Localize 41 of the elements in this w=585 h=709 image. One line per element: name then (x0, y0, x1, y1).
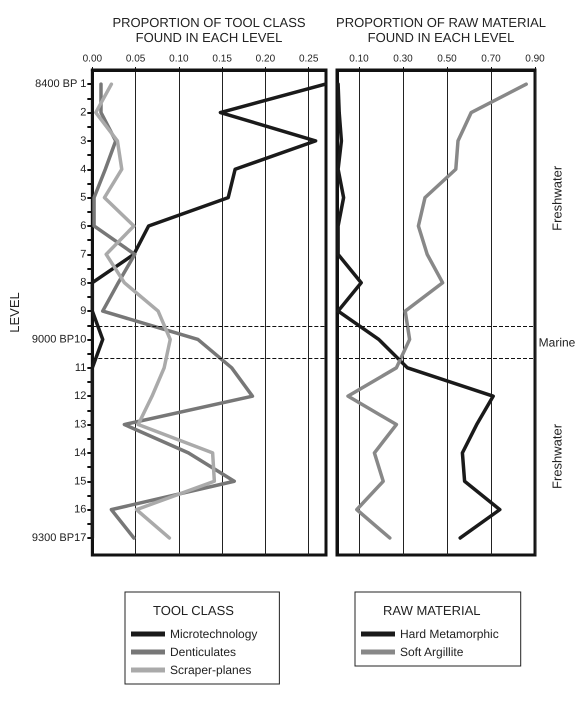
legend-label: Denticulates (170, 645, 236, 659)
x-tick-label: 0.10 (169, 54, 190, 64)
y-tick-label: 9000 BP10 (32, 333, 86, 346)
y-tick-label: 5 (80, 192, 86, 204)
y-tick-label: 3 (80, 134, 86, 147)
y-tick-label: 2 (80, 106, 86, 119)
y-tick-label: 9 (80, 305, 86, 318)
x-tick-label: 0.10 (349, 54, 370, 64)
legend-label: Microtechnology (170, 627, 258, 641)
y-tick-label: 6 (80, 220, 86, 232)
y-tick-label: 9300 BP17 (32, 532, 86, 544)
y-tick-label: 15 (74, 475, 86, 488)
y-tick-label: 8 (80, 276, 86, 289)
x-tick-label: 0.25 (298, 54, 319, 64)
y-tick-label: 16 (74, 504, 86, 516)
y-tick-label: 14 (74, 446, 86, 459)
x-tick-label: 0.15 (212, 54, 232, 64)
y-axis-title: LEVEL (7, 292, 22, 333)
x-tick-label: 0.30 (393, 54, 414, 64)
x-tick-label: 0.50 (437, 54, 458, 64)
y-tick-label: 12 (74, 390, 86, 402)
x-tick-label: 0.00 (82, 54, 103, 64)
x-tick-label: 0.70 (481, 54, 502, 64)
y-tick-label: 13 (74, 418, 86, 431)
y-tick-label: 8400 BP 1 (35, 78, 86, 90)
chart-title: PROPORTION OF RAW MATERIAL FOUND IN EACH LEVEL (336, 15, 546, 45)
x-tick-label: 0.20 (256, 54, 276, 64)
x-tick-label: 0.05 (126, 54, 146, 64)
y-tick-label: 7 (80, 248, 86, 260)
text: Freshwater (550, 165, 564, 231)
x-tick-label: 0.90 (525, 54, 546, 64)
legend-label: Hard Metamorphic (400, 627, 499, 641)
y-tick-label: 4 (80, 163, 86, 176)
legend-title: RAW MATERIAL (383, 603, 481, 618)
legend-title: TOOL CLASS (153, 603, 234, 618)
legend-label: Scraper-planes (170, 663, 252, 677)
y-tick-label: 11 (74, 362, 86, 374)
text: Freshwater (550, 423, 564, 489)
legend-label: Soft Argillite (400, 645, 464, 659)
text: Marine (538, 335, 576, 350)
chart-title: PROPORTION OF TOOL CLASS FOUND IN EACH LEVEL (112, 15, 306, 45)
